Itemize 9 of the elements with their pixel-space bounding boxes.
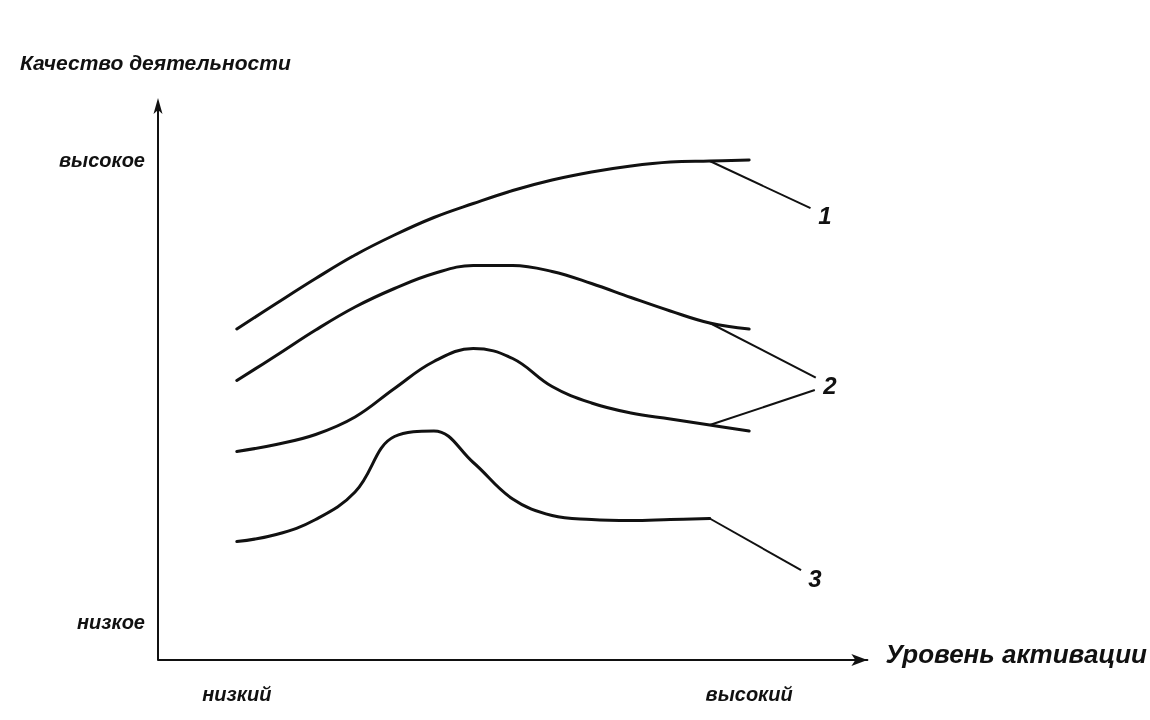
text: высокое [59, 149, 145, 171]
annotation: 1 [818, 201, 832, 229]
annotation: 2 [822, 371, 838, 399]
x-tick-label: низкий [202, 683, 272, 705]
x-tick-label: высокий [705, 683, 793, 705]
text: низкое [77, 611, 145, 633]
x-axis-title: Уровень активации [885, 639, 1148, 669]
y-axis-title: Качество деятельности [20, 50, 291, 74]
annotation: 3 [808, 564, 823, 592]
